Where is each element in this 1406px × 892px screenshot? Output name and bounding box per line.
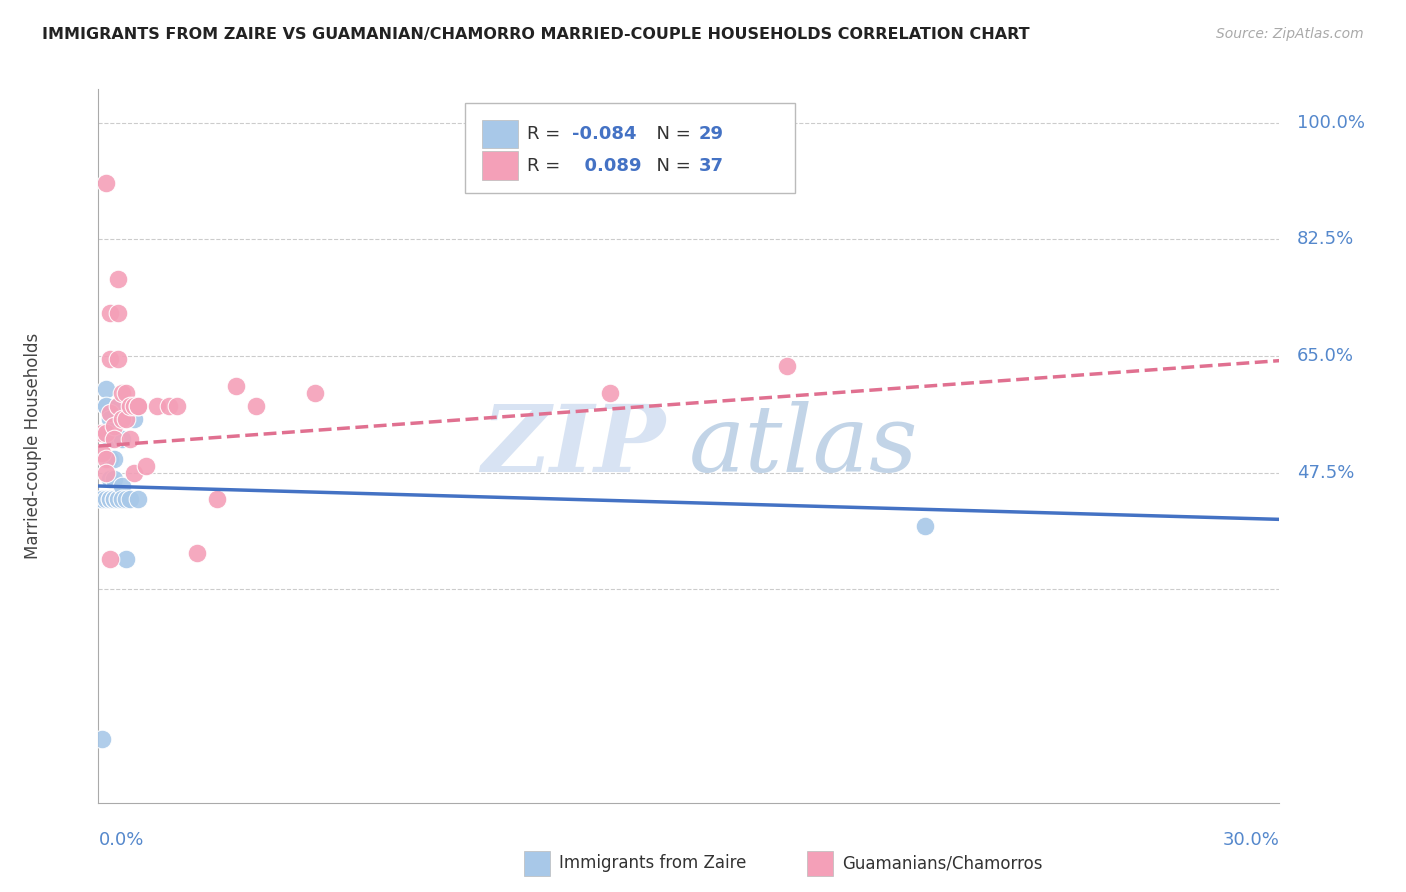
Text: Guamanians/Chamorros: Guamanians/Chamorros xyxy=(842,855,1043,872)
Text: R =: R = xyxy=(527,125,567,143)
Point xyxy=(115,412,138,426)
Text: 100.0%: 100.0% xyxy=(1298,113,1365,131)
Point xyxy=(91,492,114,507)
Text: 29: 29 xyxy=(699,125,724,143)
Point xyxy=(115,385,138,400)
FancyBboxPatch shape xyxy=(482,120,517,148)
Text: 47.5%: 47.5% xyxy=(1298,464,1354,482)
Point xyxy=(98,492,121,507)
Point xyxy=(103,472,125,486)
Point xyxy=(111,433,134,447)
Point xyxy=(96,399,118,413)
Point xyxy=(98,492,121,507)
Point xyxy=(96,492,118,507)
Point xyxy=(91,445,114,459)
Point xyxy=(91,732,114,747)
Text: 65.0%: 65.0% xyxy=(1298,347,1354,365)
Text: Immigrants from Zaire: Immigrants from Zaire xyxy=(560,855,747,872)
Text: R =: R = xyxy=(527,157,567,175)
Point xyxy=(127,399,149,413)
Text: 0.089: 0.089 xyxy=(572,157,641,175)
Point xyxy=(98,472,121,486)
Point xyxy=(304,385,326,400)
Point xyxy=(98,352,121,367)
Text: Married-couple Households: Married-couple Households xyxy=(24,333,42,559)
Point xyxy=(111,492,134,507)
Text: N =: N = xyxy=(645,125,697,143)
Text: IMMIGRANTS FROM ZAIRE VS GUAMANIAN/CHAMORRO MARRIED-COUPLE HOUSEHOLDS CORRELATIO: IMMIGRANTS FROM ZAIRE VS GUAMANIAN/CHAMO… xyxy=(42,27,1029,42)
FancyBboxPatch shape xyxy=(807,851,832,876)
Text: 82.5%: 82.5% xyxy=(1298,230,1354,248)
Point xyxy=(107,492,129,507)
FancyBboxPatch shape xyxy=(464,103,796,193)
Point xyxy=(245,399,267,413)
Point xyxy=(107,399,129,413)
Text: 37: 37 xyxy=(699,157,724,175)
Text: ZIP: ZIP xyxy=(481,401,665,491)
Text: -0.084: -0.084 xyxy=(572,125,637,143)
Point xyxy=(127,399,149,413)
Point xyxy=(98,452,121,467)
Text: N =: N = xyxy=(645,157,697,175)
Point xyxy=(107,492,129,507)
Point xyxy=(122,466,145,480)
Point xyxy=(122,412,145,426)
Point xyxy=(96,399,118,413)
Point xyxy=(107,399,129,413)
Point xyxy=(98,406,121,420)
Point xyxy=(776,359,799,373)
Point xyxy=(103,492,125,507)
Point xyxy=(186,546,208,560)
Text: 30.0%: 30.0% xyxy=(1223,831,1279,849)
Point xyxy=(96,425,118,440)
Point xyxy=(127,492,149,507)
Point xyxy=(205,492,228,507)
Point xyxy=(107,352,129,367)
Point xyxy=(111,412,134,426)
Point xyxy=(98,305,121,319)
Point xyxy=(135,458,157,473)
Point xyxy=(96,466,118,480)
Point xyxy=(166,399,188,413)
Point xyxy=(103,433,125,447)
Point xyxy=(115,552,138,566)
Text: 0.0%: 0.0% xyxy=(98,831,143,849)
Point xyxy=(118,399,141,413)
Point xyxy=(91,492,114,507)
Point xyxy=(157,399,180,413)
Point xyxy=(107,305,129,319)
Point xyxy=(96,176,118,190)
Point xyxy=(91,425,114,440)
Point xyxy=(98,412,121,426)
FancyBboxPatch shape xyxy=(523,851,550,876)
Point xyxy=(111,385,134,400)
Point xyxy=(225,379,247,393)
Point xyxy=(98,552,121,566)
Point xyxy=(103,419,125,434)
Point xyxy=(118,433,141,447)
Point xyxy=(96,382,118,396)
FancyBboxPatch shape xyxy=(482,152,517,180)
Point xyxy=(146,399,169,413)
Point xyxy=(103,452,125,467)
Point xyxy=(599,385,621,400)
Point xyxy=(111,479,134,493)
Point xyxy=(98,433,121,447)
Point xyxy=(115,492,138,507)
Point xyxy=(103,492,125,507)
Text: Source: ZipAtlas.com: Source: ZipAtlas.com xyxy=(1216,27,1364,41)
Point xyxy=(118,492,141,507)
Point xyxy=(96,452,118,467)
Point xyxy=(122,399,145,413)
Text: atlas: atlas xyxy=(689,401,918,491)
Point xyxy=(107,272,129,286)
Point xyxy=(914,519,936,533)
